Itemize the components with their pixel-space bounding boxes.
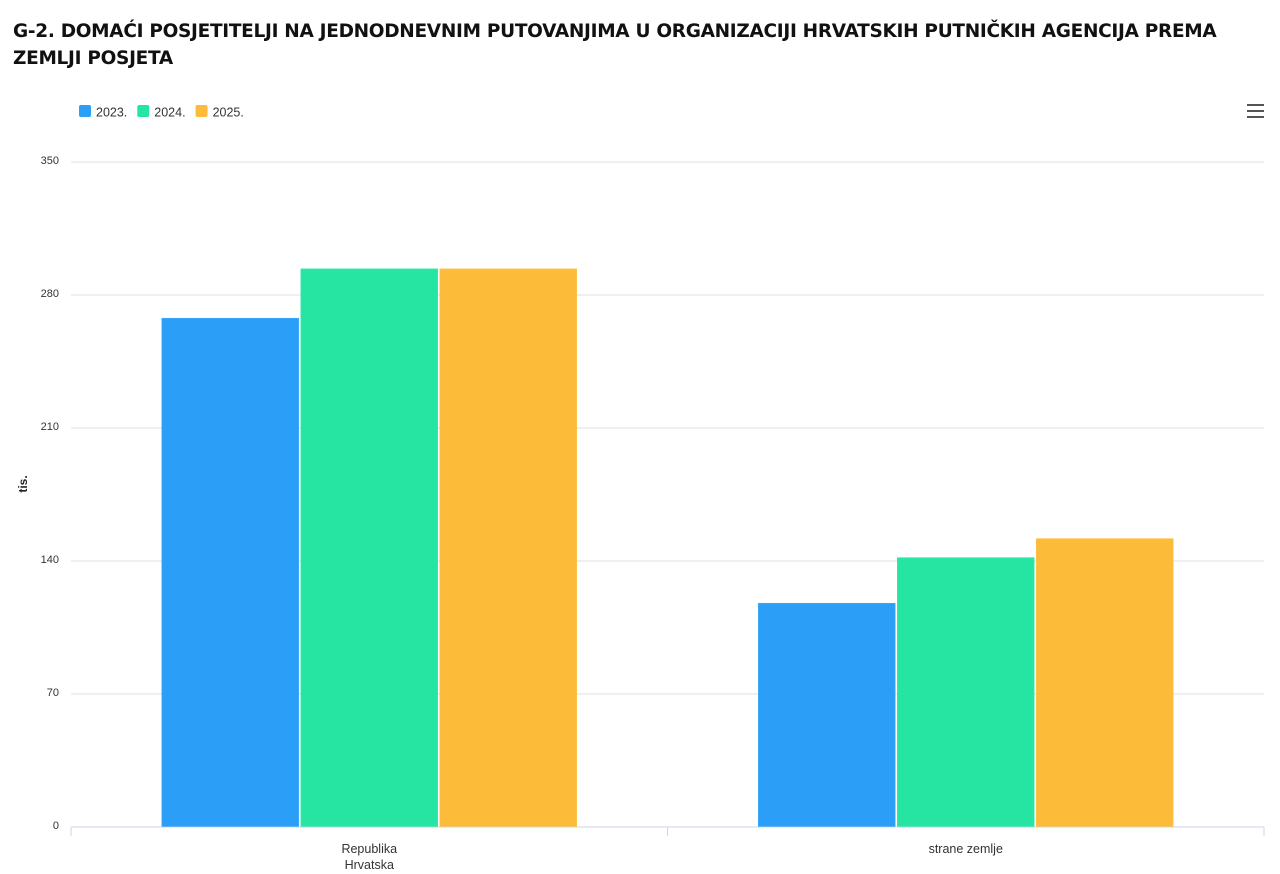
bar — [897, 557, 1035, 827]
legend-swatch[interactable] — [79, 105, 91, 117]
bar — [439, 268, 577, 827]
menu-icon[interactable] — [1247, 104, 1264, 118]
legend-label[interactable]: 2023. — [96, 105, 127, 119]
legend-swatch[interactable] — [137, 105, 150, 117]
y-tick-label: 0 — [53, 820, 59, 832]
chart-title: G-2. DOMAĆI POSJETITELJI NA JEDNODNEVNIM… — [13, 21, 1217, 69]
bar — [161, 317, 299, 827]
x-tick-label: strane zemlje — [928, 842, 1003, 856]
y-tick-label: 350 — [41, 155, 59, 167]
y-tick-label: 70 — [47, 687, 59, 699]
y-tick-label: 280 — [41, 288, 59, 300]
legend-label[interactable]: 2025. — [213, 105, 244, 119]
legend-swatch[interactable] — [195, 105, 208, 117]
x-tick-label: Republika Hrvatska — [341, 842, 398, 872]
legend-label[interactable]: 2024. — [154, 105, 185, 119]
bar — [300, 268, 438, 827]
y-axis-label: tis. — [16, 475, 30, 492]
bar — [1036, 538, 1174, 827]
y-tick-label: 210 — [41, 421, 59, 433]
y-tick-label: 140 — [41, 554, 59, 566]
bar — [758, 602, 896, 827]
